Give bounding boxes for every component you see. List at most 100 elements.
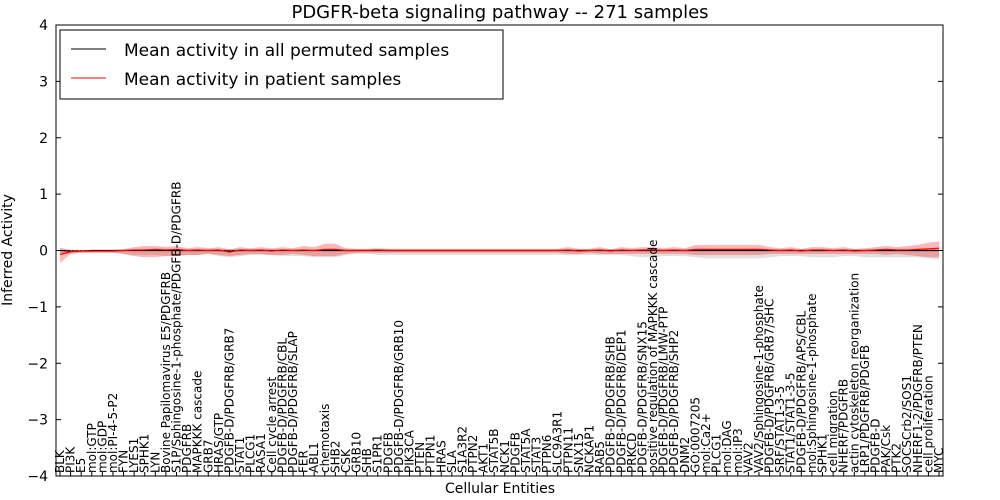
y-tick-label: 0 <box>39 244 48 260</box>
x-tick-label: GRB7 <box>201 439 215 473</box>
x-tick-label: PDGFB-D/PDGFRB/SLAP <box>286 331 300 473</box>
y-tick-label: −2 <box>27 356 48 372</box>
x-tick-label: positive regulation of MAPKKK cascade <box>646 240 660 473</box>
x-tick-label: cell proliferation <box>921 375 935 473</box>
x-tick-label: NCKAP1 <box>583 425 597 473</box>
y-axis: 4 3 2 1 0 −1 −2 −3 −4 <box>27 18 943 485</box>
x-tick-label: LRP1/PDGFRB/PDGFB <box>858 345 872 473</box>
x-tick-label: PTPN1 <box>424 435 438 473</box>
x-tick-label: HRAS/GTP <box>212 413 226 473</box>
legend: Mean activity in all permuted samples Me… <box>59 29 504 100</box>
x-tick-label: S1A3R2 <box>455 426 469 473</box>
x-tick-label: mol:GTP <box>85 423 99 473</box>
series-lines <box>59 247 940 256</box>
x-tick-label: DNM2 <box>678 437 692 473</box>
chart-title: PDGFR-beta signaling pathway -- 271 samp… <box>291 2 708 23</box>
x-tick-label: STAT5B <box>487 429 501 474</box>
x-tick-label: NHERF/PDGFRB <box>837 379 851 473</box>
x-tick-label: MAPKKK cascade <box>191 371 205 473</box>
x-tick-label: SPHK1 <box>816 434 830 473</box>
y-tick-label: 2 <box>39 131 48 147</box>
x-axis: BLKPI3KE5mol:GTPmol:GDPmol:PI-4-5-P2FYNL… <box>53 182 946 476</box>
x-tick-label: PDGFB-D/PDGFRB/CBL <box>275 338 289 473</box>
x-axis-label: Cellular Entities <box>445 481 555 497</box>
x-tick-label: SRF/STAT1-3-5 <box>773 386 787 473</box>
x-tick-label: mol:DAG <box>720 420 734 473</box>
x-tick-label: mol:IP3 <box>731 428 745 473</box>
x-tick-label: PRKCD <box>625 433 639 473</box>
x-tick-label: HRAS <box>434 440 448 473</box>
x-tick-label: MYC <box>932 448 946 473</box>
x-tick-label: STAT3 <box>530 437 544 473</box>
legend-label-permuted: Mean activity in all permuted samples <box>124 41 449 61</box>
x-tick-label: FER <box>297 450 311 473</box>
band-permuted <box>60 248 939 260</box>
x-tick-label: GRB10 <box>350 432 364 473</box>
x-tick-label: SHB2 <box>328 440 342 473</box>
x-tick-label: SOCSCrb2/SOS1 <box>900 375 914 473</box>
x-tick-label: FYN <box>117 450 131 473</box>
x-tick-label: E5 <box>74 458 88 473</box>
x-tick-label: PTPN6 <box>540 435 554 473</box>
x-tick-label: Cell cycle arrest <box>265 377 279 473</box>
x-tick-label: ABL1 <box>307 442 321 473</box>
y-tick-label: −3 <box>27 413 48 429</box>
y-tick-label: 1 <box>39 187 48 203</box>
legend-box <box>59 29 504 100</box>
x-tick-label: GO:0007205 <box>688 397 702 473</box>
x-tick-label: PDGFB-D/PDGFRB/LMW-PTP <box>657 307 671 473</box>
x-tick-label: chemotaxis <box>318 404 332 473</box>
x-tick-label: STAT1/STAT1-3-5 <box>784 373 798 474</box>
x-tick-label: PDGFB <box>381 432 395 473</box>
x-tick-label: PTPN2 <box>466 435 480 473</box>
y-tick-label: −1 <box>27 300 48 316</box>
x-tick-label: STAT5A <box>519 428 533 473</box>
x-tick-label: PDGFB-D/PDGFRB/APS/CBL <box>794 310 808 473</box>
x-tick-label: PTK2 <box>890 443 904 473</box>
x-tick-label: PDGFB-D/PDGFRB/DEP1 <box>614 329 628 473</box>
x-tick-label: PLCG1 <box>710 434 724 473</box>
x-tick-label: PDGFB-D/PDGFRB/SHP2 <box>667 330 681 473</box>
x-tick-label: mol:GDP <box>95 421 109 473</box>
x-tick-label: PDGFB-D/PDGFRB/GRB7 <box>222 328 236 473</box>
x-tick-label: RAB5 <box>593 441 607 473</box>
x-tick-label: LYN <box>148 452 162 473</box>
x-tick-label: Bovine Papilomavirus E5/PDGFRB <box>159 272 173 473</box>
x-tick-label: PDGFB-D/PDGFRB/SHB <box>604 336 618 473</box>
y-axis-label: Inferred Activity <box>0 194 16 306</box>
band-patient <box>60 241 939 263</box>
x-tick-label: PTPN11 <box>561 427 575 473</box>
y-tick-label: 4 <box>39 18 48 34</box>
x-tick-label: PAK/Csk <box>879 425 893 473</box>
x-tick-label: PLCG1 <box>244 434 258 473</box>
x-tick-label: PTEN <box>413 442 427 473</box>
x-tick-label: PDGFB-D/PDGFRB/GRB7/SHC <box>763 299 777 473</box>
x-tick-label: AKT1 <box>477 443 491 473</box>
x-tick-label: PDGFB-D/PDGFRB/GRB10 <box>392 320 406 473</box>
y-tick-label: 3 <box>39 74 48 90</box>
x-tick-label: SNX15 <box>572 433 586 473</box>
x-tick-label: mol:Sphingosine-1-phosphate <box>805 294 819 474</box>
x-tick-label: PI3K <box>64 446 78 473</box>
confidence-bands <box>56 241 943 263</box>
x-tick-label: CSK <box>339 448 353 473</box>
series-line-patient <box>59 247 940 256</box>
x-tick-label: PDGFB <box>508 432 522 473</box>
legend-label-patient: Mean activity in patient samples <box>124 70 401 90</box>
x-tick-label: RASA1 <box>254 433 268 473</box>
x-tick-label: mol:PI-4-5-P2 <box>106 393 120 473</box>
x-tick-label: STAT1 <box>233 437 247 473</box>
x-tick-label: cell migration <box>826 391 840 473</box>
x-tick-label: actin cytoskeleton reorganization <box>847 273 861 473</box>
x-tick-label: mol:Ca2+ <box>699 413 713 473</box>
x-tick-label: S1PR1 <box>371 435 385 473</box>
x-tick-label: PDGFB-D <box>868 419 882 473</box>
x-tick-label: SPHK1 <box>138 434 152 473</box>
x-tick-label: SLA <box>445 449 459 473</box>
x-tick-label: SLC9A3R1 <box>551 411 565 473</box>
y-tick-label: −4 <box>27 469 48 485</box>
x-tick-label: PDGFB-D/PDGFRB/SNX15 <box>635 321 649 473</box>
x-tick-label: SHB <box>360 448 374 473</box>
x-tick-label: LYES1 <box>127 438 141 473</box>
